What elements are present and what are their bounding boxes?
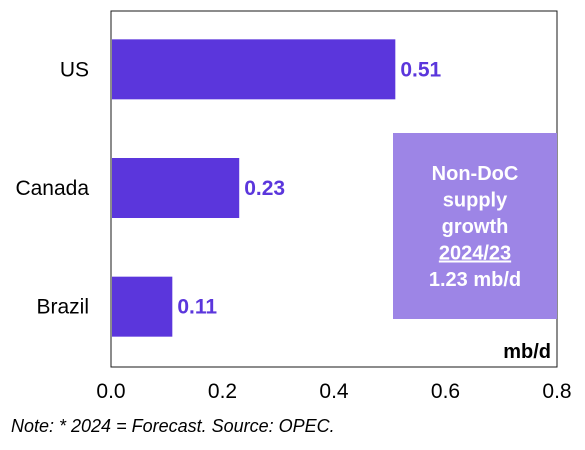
callout-line: 2024/23 xyxy=(439,243,511,265)
x-tick-label: 0.6 xyxy=(431,380,460,403)
x-tick-label: 0.2 xyxy=(208,380,237,403)
bar-brazil xyxy=(112,276,173,337)
data-label-canada: 0.23 xyxy=(244,177,285,200)
callout-background xyxy=(393,133,557,319)
callout-text: Non-DoC supply growth 2024/23 1.23 mb/d xyxy=(429,163,521,291)
callout-line: growth xyxy=(442,216,509,238)
category-labels: US Canada Brazil xyxy=(15,58,89,318)
data-labels: 0.51 0.23 0.11 xyxy=(177,58,441,318)
category-label-brazil: Brazil xyxy=(36,296,89,319)
x-tick-label: 0.4 xyxy=(319,380,349,403)
data-label-us: 0.51 xyxy=(400,58,441,81)
bars-group xyxy=(112,39,396,337)
callout-line: supply xyxy=(443,190,508,212)
footnote: Note: * 2024 = Forecast. Source: OPEC. xyxy=(11,416,335,436)
x-axis-tick-labels: 0.0 0.2 0.4 0.6 0.8 xyxy=(96,380,571,403)
x-tick-label: 0.8 xyxy=(542,380,571,403)
bar-us xyxy=(112,39,396,100)
x-tick-label: 0.0 xyxy=(96,380,125,403)
bar-canada xyxy=(112,158,240,218)
unit-label: mb/d xyxy=(503,341,551,363)
category-label-canada: Canada xyxy=(15,177,89,200)
data-label-brazil: 0.11 xyxy=(177,296,217,319)
callout-box: Non-DoC supply growth 2024/23 1.23 mb/d xyxy=(393,133,557,319)
callout-line: Non-DoC xyxy=(432,163,519,185)
bar-chart: US Canada Brazil 0.51 0.23 0.11 0.0 0.2 0.4 0.6… xyxy=(15,10,572,403)
category-label-us: US xyxy=(60,58,89,81)
callout-line: 1.23 mb/d xyxy=(429,269,521,291)
